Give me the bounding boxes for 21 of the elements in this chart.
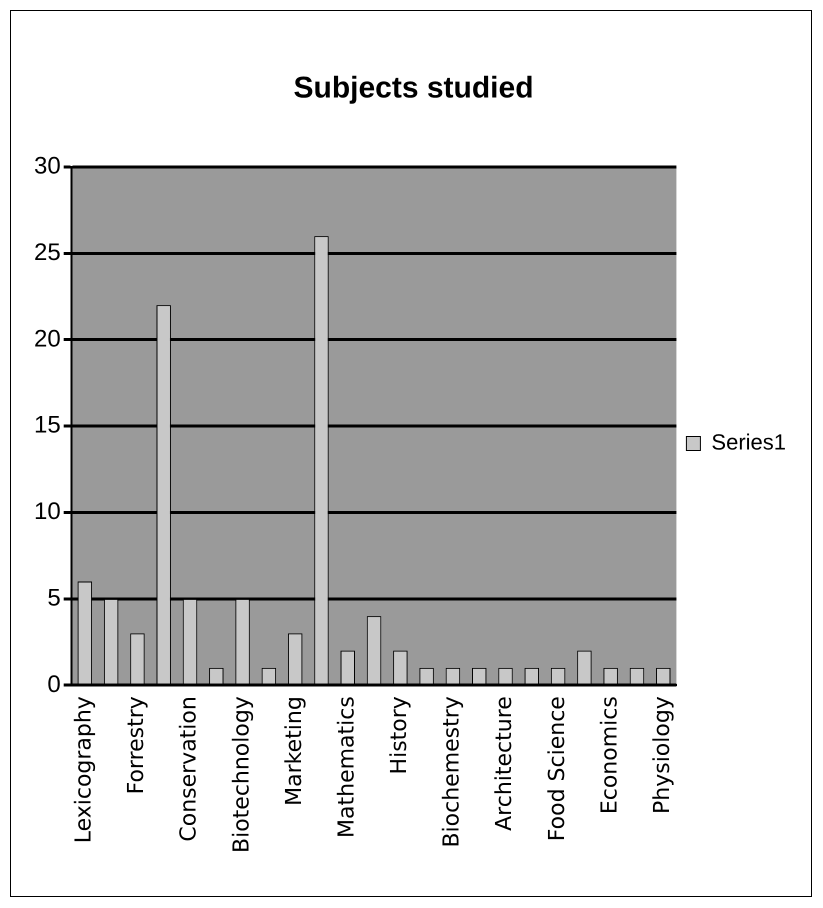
x-tick-label: Conservation [176, 696, 202, 842]
y-tick-label: 10 [34, 498, 61, 526]
x-tick-label: Food Science [544, 696, 570, 842]
x-tick-label: Biotechnology [229, 696, 254, 854]
y-tick-label: 20 [34, 325, 61, 352]
y-tick-label: 5 [47, 584, 61, 612]
x-tick-label: Architecture [492, 696, 518, 831]
chart-title: Subjects studied [293, 71, 534, 104]
y-tick-label: 25 [34, 238, 61, 266]
x-tick-label: Physiology [650, 696, 675, 814]
x-tick-label: Lexicography [72, 696, 97, 844]
y-tick-label: 30 [34, 152, 61, 180]
x-tick-label: Economics [597, 696, 622, 814]
y-tick-label: 0 [47, 670, 61, 698]
legend-label: Series1 [711, 430, 786, 455]
x-tick-label: History [387, 696, 412, 774]
x-tick-label: Biochemestry [440, 696, 465, 848]
x-tick-label: Mathematics [334, 696, 360, 838]
x-tick-label: Forrestry [124, 696, 150, 794]
y-tick-label: 15 [34, 412, 61, 439]
x-tick-label: Marketing [282, 696, 307, 806]
